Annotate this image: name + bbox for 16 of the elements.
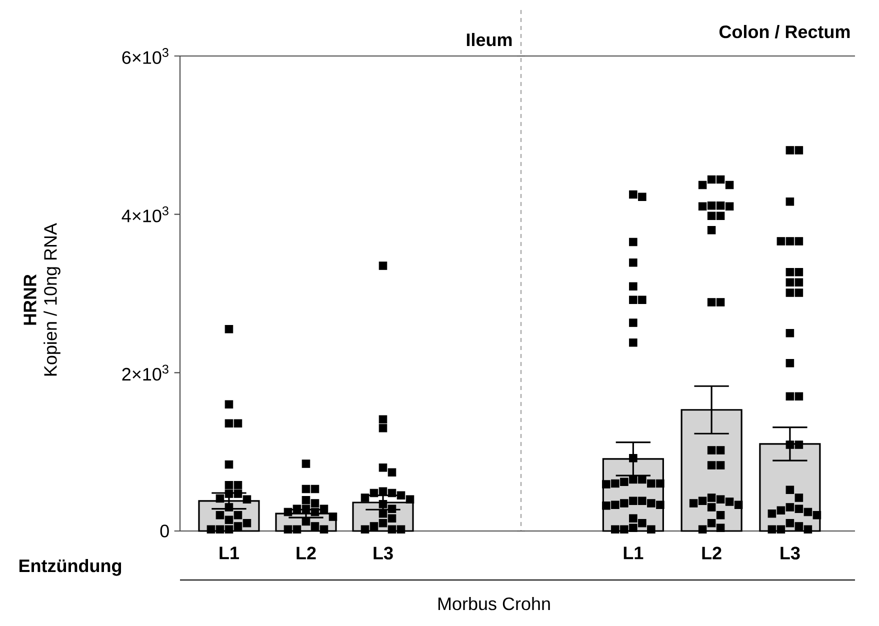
text: HRNR — [24, 274, 36, 325]
chart-title: Colon / Rectum — [719, 24, 850, 38]
text: Ileum — [466, 32, 512, 46]
y-tick-label: 2×10$^{3}$ — [122, 364, 168, 381]
y-axis-title: Kopien / 10ng RNA — [44, 223, 60, 376]
y-tick-label: 6×10$^{3}$ — [122, 48, 168, 64]
y-tick-label: 4×10$^{3}$ — [122, 206, 168, 222]
x-tick-label: L3 — [780, 546, 800, 560]
text: Morbus Crohn — [438, 596, 550, 610]
y-tick-label: 0 — [160, 524, 169, 538]
x-tick-label: L2 — [296, 546, 316, 560]
x-tick-label: L1 — [624, 546, 644, 560]
x-tick-label: L2 — [702, 546, 722, 560]
x-tick-label: L1 — [220, 546, 239, 560]
text: Entzündung — [19, 558, 122, 576]
x-tick-label: L3 — [374, 546, 393, 560]
